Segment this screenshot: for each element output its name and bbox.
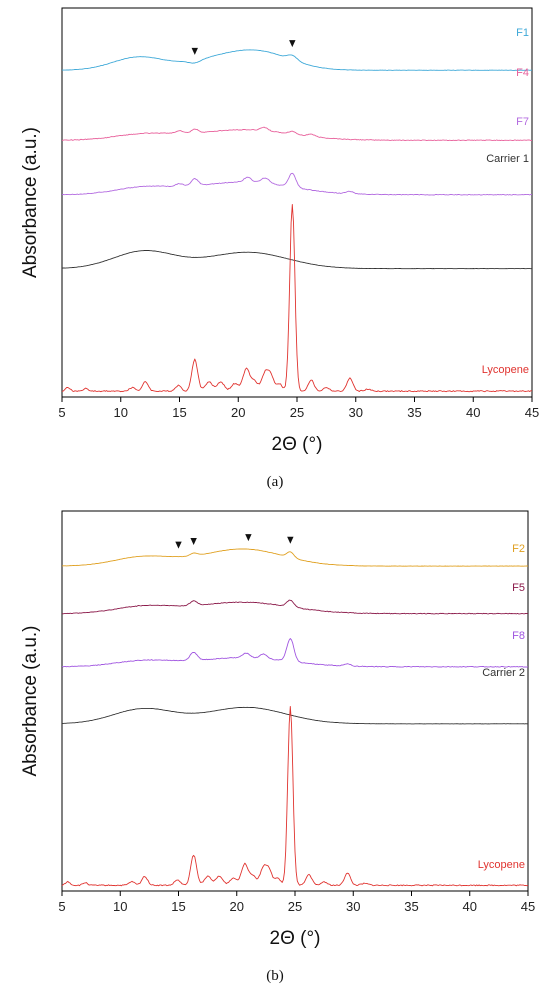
series-line-f1 (62, 49, 532, 71)
peak-marker-icon (287, 536, 294, 544)
x-tick-label: 15 (172, 405, 186, 420)
series-line-f4 (61, 126, 533, 142)
peak-marker-icon (190, 537, 197, 545)
series-line-lycopene (61, 705, 529, 887)
x-tick-label: 45 (521, 899, 535, 914)
x-tick-label: 40 (463, 899, 477, 914)
x-tick-label: 15 (171, 899, 185, 914)
series-line-f8 (61, 638, 529, 668)
panel-caption: (b) (266, 968, 284, 984)
series-line-f7 (61, 172, 533, 196)
series-line-f2 (61, 548, 529, 567)
peak-marker-icon (245, 534, 252, 542)
x-tick-label: 30 (349, 405, 363, 420)
series-label: F5 (512, 582, 525, 594)
x-tick-label: 10 (113, 899, 127, 914)
x-axis-title: 2Θ (°) (270, 928, 321, 949)
series-label: Carrier 2 (482, 667, 525, 679)
plot-frame (61, 7, 533, 398)
x-tick-label: 5 (58, 899, 65, 914)
x-tick-label: 25 (290, 405, 304, 420)
series-line-carrier-1 (61, 250, 532, 270)
peak-marker-icon (289, 40, 296, 48)
series-label: F7 (516, 116, 529, 128)
series-line-lycopene (61, 204, 533, 393)
chart-panel-2: 5 10 15 20 25 30 35 40 45 F2 F5 F8 Carrier 2 Lycopene… (20, 510, 535, 984)
series-label: F2 (512, 543, 525, 555)
plot-frame (61, 510, 529, 892)
x-tick-label: 35 (407, 405, 421, 420)
panel-caption: (a) (267, 474, 284, 490)
y-axis-title: Absorbance (a.u.) (20, 127, 41, 278)
x-tick-label: 25 (288, 899, 302, 914)
y-axis-title: Absorbance (a.u.) (20, 625, 41, 776)
series-label: F8 (512, 630, 525, 642)
series-label: F4 (516, 67, 529, 79)
series-label: Lycopene (478, 859, 525, 871)
x-axis-title: 2Θ (°) (272, 434, 323, 455)
x-tick-label: 5 (58, 405, 65, 420)
series-label: Carrier 1 (486, 153, 529, 165)
series-label: Lycopene (482, 364, 529, 376)
x-tick-label: 20 (230, 899, 244, 914)
series-line-f5 (61, 599, 529, 615)
chart-panel-1: 5 10 15 20 25 30 35 40 45 F1 F4 F7 Carrier 1 Lycopene… (20, 7, 539, 490)
x-tick-label: 40 (466, 405, 480, 420)
series-line-carrier-2 (62, 706, 529, 725)
x-tick-label: 45 (525, 405, 539, 420)
peak-marker-icon (175, 541, 182, 549)
x-tick-label: 20 (231, 405, 245, 420)
x-tick-label: 10 (114, 405, 128, 420)
x-tick-label: 35 (404, 899, 418, 914)
peak-marker-icon (191, 47, 198, 55)
x-tick-label: 30 (346, 899, 360, 914)
series-label: F1 (516, 27, 529, 39)
